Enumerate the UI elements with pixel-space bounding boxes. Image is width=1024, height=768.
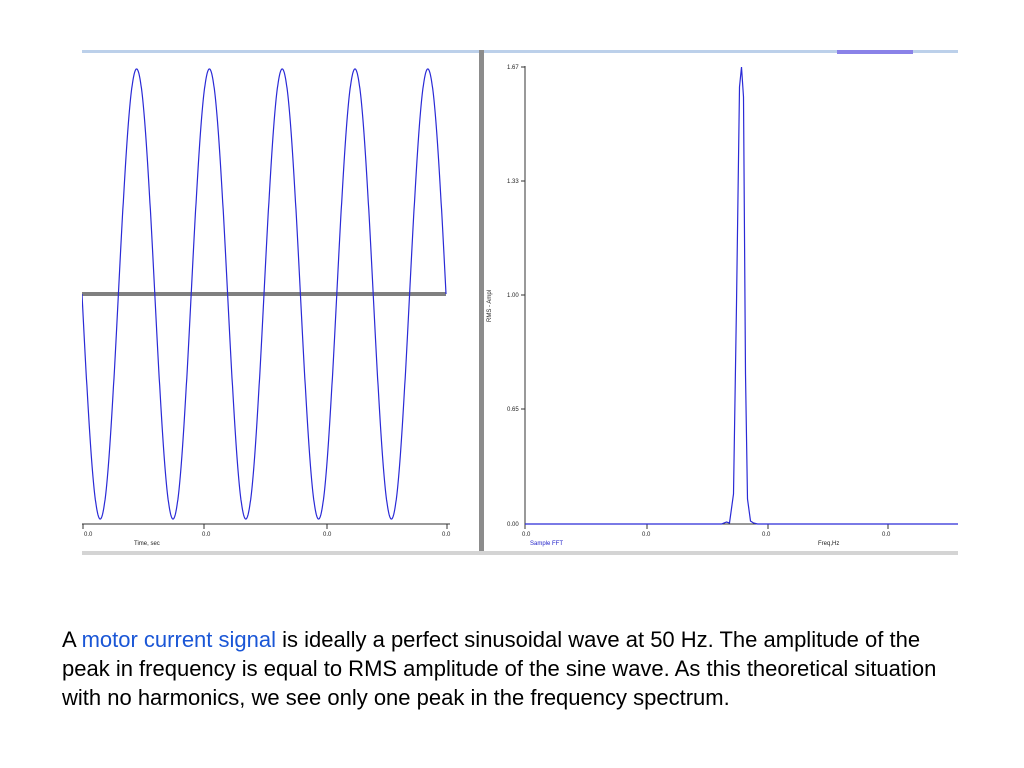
spectrum-x-tick-label: 0.0 bbox=[882, 532, 891, 538]
screenshot-figure: 0.0 0.0 0.0 0.0 Time, sec 1.67 1.33 1.00… bbox=[82, 50, 958, 555]
spectrum-x-tick-label: 0.0 bbox=[762, 532, 771, 538]
spectrum-y-tick-label: 1.00 bbox=[507, 293, 519, 299]
spectrum-y-tick-label: 0.65 bbox=[507, 407, 519, 413]
spectrum-legend-label: Sample FFT bbox=[530, 541, 563, 547]
time-signal-trace bbox=[82, 68, 447, 520]
window-bottom-border bbox=[82, 551, 958, 555]
time-x-tick-label: 0.0 bbox=[84, 532, 93, 538]
spectrum-trace bbox=[525, 66, 958, 525]
spectrum-x-tick-label: 0.0 bbox=[522, 532, 531, 538]
time-x-axis-label: Time, sec bbox=[134, 541, 160, 547]
spectrum-y-tick-label: 1.33 bbox=[507, 179, 519, 185]
caption-prefix: A bbox=[62, 627, 82, 652]
spectrum-y-tick-label: 1.67 bbox=[507, 65, 519, 71]
time-x-tick-label: 0.0 bbox=[442, 532, 451, 538]
time-x-tick-label: 0.0 bbox=[323, 532, 332, 538]
caption-rest: is ideally a perfect sinusoidal wave at … bbox=[62, 627, 937, 710]
window-top-highlight bbox=[837, 50, 913, 54]
window-top-border bbox=[82, 50, 958, 53]
panel-divider bbox=[479, 50, 484, 555]
spectrum-x-tick-label: 0.0 bbox=[642, 532, 651, 538]
spectrum-y-tick-label: 0.00 bbox=[507, 522, 519, 528]
plots-svg: 0.0 0.0 0.0 0.0 Time, sec 1.67 1.33 1.00… bbox=[82, 50, 958, 555]
spectrum-plot: 1.67 1.33 1.00 0.65 0.00 RMS - Ampl 0.0 … bbox=[487, 65, 958, 547]
time-plot: 0.0 0.0 0.0 0.0 Time, sec bbox=[82, 68, 451, 547]
spectrum-x-axis-label: Freq,Hz bbox=[818, 541, 839, 547]
time-x-tick-label: 0.0 bbox=[202, 532, 211, 538]
motor-current-signal-link[interactable]: motor current signal bbox=[81, 627, 276, 652]
spectrum-y-axis-label: RMS - Ampl bbox=[487, 290, 493, 322]
description-paragraph: A motor current signal is ideally a perf… bbox=[62, 625, 962, 712]
